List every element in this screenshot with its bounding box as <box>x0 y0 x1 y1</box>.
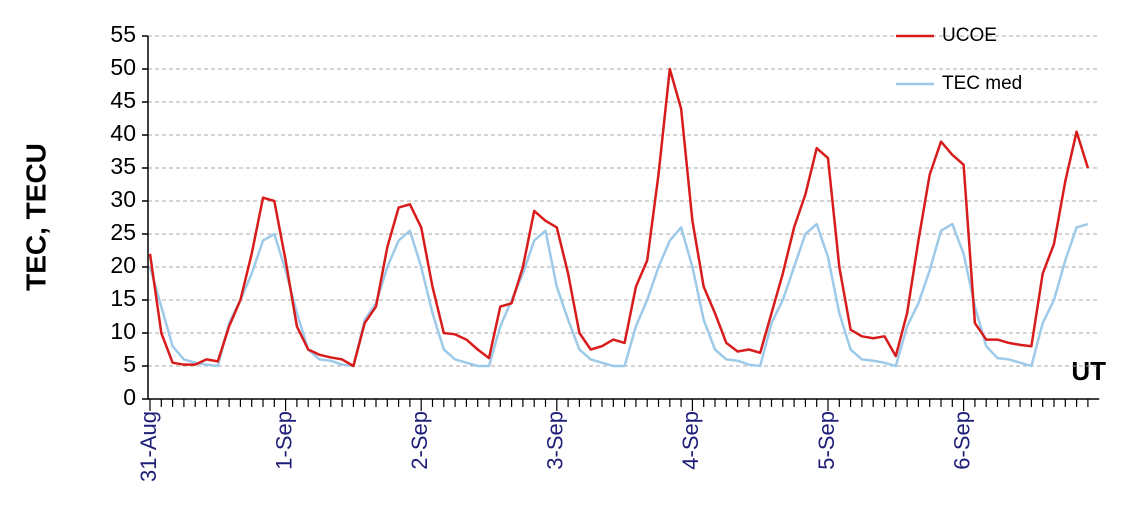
x-tick-label: 5-Sep <box>814 411 839 470</box>
series-line <box>148 67 1090 368</box>
y-tick-label: 30 <box>110 186 136 212</box>
legend-label: UCOE <box>942 25 997 46</box>
y-tick-label: 35 <box>110 153 136 179</box>
y-tick-label: 45 <box>110 87 136 113</box>
y-tick-label: 55 <box>110 21 136 47</box>
x-tick-label: 1-Sep <box>271 411 296 470</box>
x-tick-label: 4-Sep <box>678 411 703 470</box>
y-tick-label: 20 <box>110 252 136 278</box>
y-tick-label: 10 <box>110 318 136 344</box>
y-tick-label: 25 <box>110 219 136 245</box>
y-tick-label: 40 <box>110 120 136 146</box>
x-tick-label: 2-Sep <box>407 411 432 470</box>
y-axis-title: TEC, TECU <box>20 143 51 291</box>
x-tick-label: 3-Sep <box>543 411 568 470</box>
x-tick-label: 6-Sep <box>949 411 974 470</box>
y-tick-label: 5 <box>123 351 136 377</box>
legend-label: TEC med <box>942 73 1022 94</box>
x-tick-label: 31-Aug <box>136 411 161 482</box>
y-tick-label: 0 <box>123 384 136 410</box>
y-tick-label: 15 <box>110 285 136 311</box>
y-tick-label: 50 <box>110 54 136 80</box>
x-axis-title: UT <box>1071 356 1106 386</box>
